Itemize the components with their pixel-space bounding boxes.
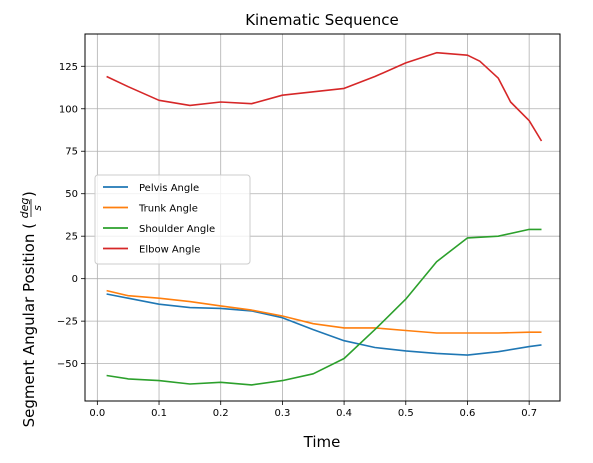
x-tick-label: 0.5	[398, 408, 414, 419]
legend-label: Pelvis Angle	[139, 183, 199, 194]
x-axis-label: Time	[303, 433, 341, 451]
y-tick-label: 25	[65, 232, 78, 243]
y-axis-label-close: )	[20, 191, 38, 197]
x-tick-label: 0.7	[521, 408, 537, 419]
x-tick-label: 0.2	[213, 408, 229, 419]
y-tick-label: 50	[65, 189, 78, 200]
legend-label: Shoulder Angle	[139, 224, 215, 235]
y-axis-label: Segment Angular Position ( deg s )	[18, 191, 44, 427]
x-tick-label: 0.1	[151, 408, 167, 419]
y-tick-label: 0	[72, 274, 78, 285]
legend: Pelvis Angle Trunk Angle Shoulder Angle Elb…	[95, 175, 250, 264]
x-tick-label: 0.3	[274, 408, 290, 419]
y-axis-label-main: Segment Angular Position (	[20, 223, 38, 427]
y-axis-ticks: −50 −25 0 25 50 75 100 125	[57, 62, 85, 370]
x-tick-label: 0.0	[89, 408, 105, 419]
y-axis-unit-numerator: deg	[18, 198, 31, 219]
y-tick-label: −25	[57, 317, 78, 328]
legend-label: Trunk Angle	[138, 204, 198, 215]
legend-label: Elbow Angle	[139, 245, 200, 256]
y-tick-label: −50	[57, 359, 78, 370]
y-tick-label: 125	[59, 62, 78, 73]
y-tick-label: 100	[59, 104, 78, 115]
y-tick-label: 75	[65, 147, 78, 158]
chart-title: Kinematic Sequence	[245, 11, 399, 29]
x-tick-label: 0.6	[460, 408, 476, 419]
x-tick-label: 0.4	[336, 408, 352, 419]
x-axis-ticks: 0.0 0.1 0.2 0.3 0.4 0.5 0.6 0.7	[89, 401, 537, 419]
series-line-trunk-angle	[107, 291, 542, 333]
y-axis-unit-denominator: s	[31, 205, 44, 211]
